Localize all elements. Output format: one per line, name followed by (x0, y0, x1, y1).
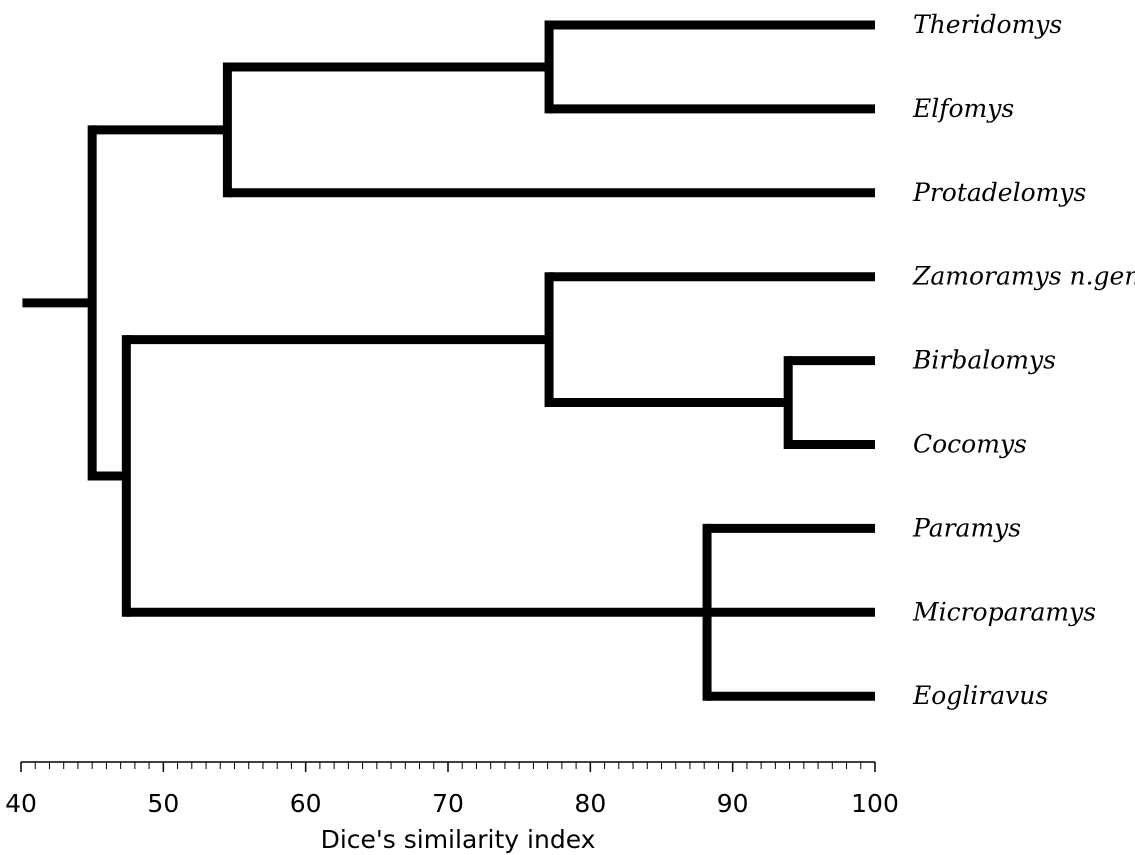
tick-label: 90 (717, 789, 749, 818)
tick-label: 40 (5, 789, 37, 818)
taxon-labels: Theridomys Elfomys Protadelomys Zamoramys n… (912, 10, 1135, 710)
tick-label: 100 (851, 789, 899, 818)
tick-label: 70 (432, 789, 464, 818)
dendrogram-branches (22, 20, 875, 701)
taxon-label: Protadelomys (912, 178, 1086, 207)
x-axis-tick-labels: 40 50 60 70 80 90 100 (5, 789, 899, 818)
taxon-label: Zamoramys n.gen (912, 262, 1135, 291)
taxon-label: Theridomys (913, 10, 1062, 39)
taxon-label: Elfomys (912, 94, 1014, 123)
x-axis: 40 50 60 70 80 90 100 (5, 761, 899, 818)
tick-label: 80 (574, 789, 606, 818)
x-axis-title: Dice's similarity index (321, 825, 596, 854)
tick-label: 50 (147, 789, 179, 818)
taxon-label: Paramys (912, 513, 1021, 542)
taxon-label: Birbalomys (912, 346, 1056, 375)
taxon-label: Microparamys (912, 597, 1096, 626)
taxon-label: Cocomys (913, 430, 1027, 459)
taxon-label: Eogliravus (912, 681, 1048, 710)
tick-label: 60 (290, 789, 322, 818)
x-axis-ticks (20, 762, 876, 772)
